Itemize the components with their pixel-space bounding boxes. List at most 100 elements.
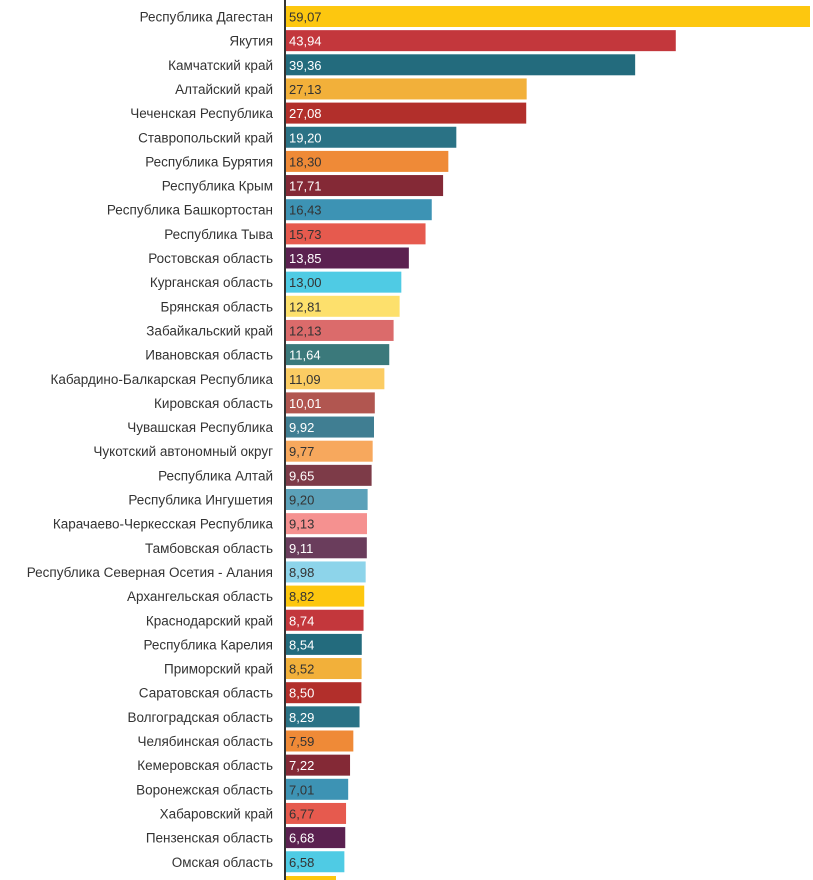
bar <box>286 54 636 76</box>
value-label: 9,65 <box>289 468 314 483</box>
value-label: 8,98 <box>289 565 314 580</box>
value-label: 15,73 <box>289 227 322 242</box>
value-label: 8,50 <box>289 686 314 701</box>
value-label: 11,09 <box>289 372 321 387</box>
category-label: Кемеровская область <box>137 758 273 773</box>
value-label: 59,07 <box>289 10 322 25</box>
category-label: Республика Карелия <box>143 637 273 652</box>
bar <box>286 754 351 776</box>
category-labels-group: Республика Дагестан Якутия Камчатский край… <box>27 10 274 870</box>
bar <box>286 609 364 631</box>
category-label: Краснодарский край <box>146 613 273 628</box>
bar <box>286 585 365 607</box>
category-label: Ростовская область <box>148 251 273 266</box>
value-label: 11,64 <box>289 348 321 363</box>
value-label: 16,43 <box>289 203 322 218</box>
bar <box>286 658 362 680</box>
value-labels-group: 59,07 43,94 39,36 27,13 27,08 19,20 18,30 17,71… <box>289 10 322 870</box>
bar <box>286 271 402 293</box>
bar <box>286 102 527 124</box>
category-label: Чукотский автономный округ <box>93 444 273 459</box>
category-label: Забайкальский край <box>146 323 273 338</box>
category-label: Хабаровский край <box>160 806 273 821</box>
category-label: Архангельская область <box>127 589 273 604</box>
bar <box>286 6 810 27</box>
value-label: 12,81 <box>289 299 322 314</box>
value-label: 9,11 <box>289 541 313 556</box>
category-label: Карачаево-Черкесская Республика <box>53 517 274 532</box>
bar <box>286 851 345 873</box>
value-label: 9,13 <box>289 517 314 532</box>
bar <box>286 30 676 52</box>
category-label: Республика Бурятия <box>145 154 273 169</box>
value-label: 18,30 <box>289 154 322 169</box>
category-label: Якутия <box>229 34 273 49</box>
bar <box>286 440 373 462</box>
value-label: 13,85 <box>289 251 322 266</box>
category-label: Челябинская область <box>138 734 273 749</box>
value-label: 9,77 <box>289 444 314 459</box>
value-label: 10,01 <box>289 396 322 411</box>
value-label: 12,13 <box>289 323 322 338</box>
category-label: Курганская область <box>150 275 273 290</box>
bar <box>286 682 362 704</box>
category-label: Приморский край <box>164 662 273 677</box>
value-label: 9,92 <box>289 420 314 435</box>
bar <box>286 150 449 172</box>
bar <box>286 537 367 559</box>
value-label: 39,36 <box>289 58 322 73</box>
category-label: Республика Ингушетия <box>128 493 273 508</box>
value-label: 8,52 <box>289 662 314 677</box>
category-label: Камчатский край <box>168 58 273 73</box>
bar <box>286 78 527 100</box>
bar <box>286 730 354 752</box>
category-label: Республика Северная Осетия - Алания <box>27 565 273 580</box>
category-label: Ставропольский край <box>138 130 273 145</box>
bar <box>286 295 400 317</box>
value-label: 13,00 <box>289 275 322 290</box>
category-label: Воронежская область <box>136 782 273 797</box>
category-label: Республика Алтай <box>158 468 273 483</box>
bar <box>286 126 457 148</box>
category-label: Кировская область <box>154 396 273 411</box>
category-label: Республика Башкортостан <box>107 203 273 218</box>
value-label: 19,20 <box>289 130 322 145</box>
partial-bar-bottom <box>286 876 336 880</box>
value-label: 17,71 <box>289 179 322 194</box>
bar <box>286 802 347 824</box>
bar <box>286 416 374 438</box>
value-label: 27,13 <box>289 82 322 97</box>
value-label: 8,74 <box>289 613 314 628</box>
bar <box>286 368 385 390</box>
value-label: 7,01 <box>289 782 314 797</box>
value-label: 27,08 <box>289 106 322 121</box>
value-label: 7,59 <box>289 734 314 749</box>
value-label: 7,22 <box>289 758 314 773</box>
value-label: 6,77 <box>289 806 314 821</box>
bar <box>286 706 360 728</box>
bar <box>286 247 409 269</box>
category-label: Ивановская область <box>145 348 273 363</box>
bar <box>286 175 444 197</box>
category-label: Саратовская область <box>139 686 273 701</box>
value-label: 8,29 <box>289 710 314 725</box>
category-label: Чеченская Республика <box>130 106 273 121</box>
value-label: 6,58 <box>289 855 314 870</box>
value-label: 43,94 <box>289 34 322 49</box>
category-label: Волгоградская область <box>127 710 273 725</box>
category-label: Республика Крым <box>162 179 273 194</box>
bar <box>286 513 367 535</box>
bar <box>286 561 366 583</box>
bar <box>286 223 426 245</box>
bar <box>286 392 375 414</box>
category-label: Республика Дагестан <box>140 10 273 25</box>
bar <box>286 827 346 849</box>
category-label: Тамбовская область <box>145 541 273 556</box>
bar <box>286 199 432 221</box>
bar <box>286 319 394 341</box>
category-label: Пензенская область <box>146 831 273 846</box>
value-label: 6,68 <box>289 831 314 846</box>
category-label: Кабардино-Балкарская Республика <box>51 372 274 387</box>
bar <box>286 344 390 366</box>
